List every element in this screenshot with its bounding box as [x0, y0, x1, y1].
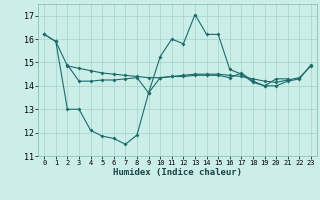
X-axis label: Humidex (Indice chaleur): Humidex (Indice chaleur) — [113, 168, 242, 177]
